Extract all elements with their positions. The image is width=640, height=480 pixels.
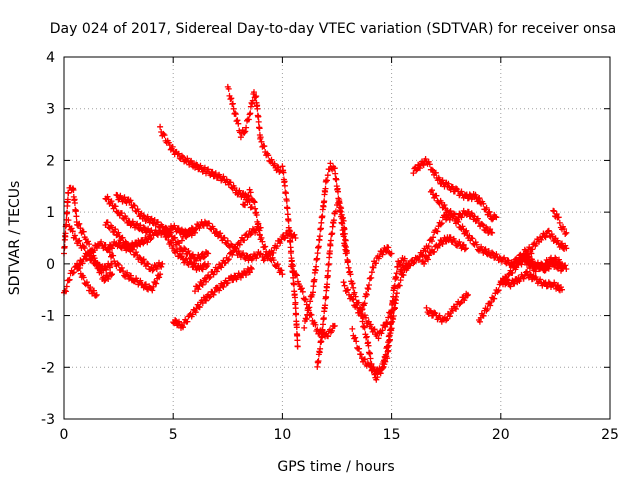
series-marks (104, 244, 164, 294)
x-tick-label: 20 (492, 427, 510, 443)
y-axis-label: SDTVAR / TECUs (7, 181, 23, 296)
series-marks (161, 228, 212, 273)
series-marks (510, 227, 570, 270)
series-marks (102, 219, 166, 274)
series-marks (113, 191, 212, 264)
y-tick-label: -3 (41, 412, 55, 428)
series-marks (550, 207, 570, 237)
series-marks (301, 160, 349, 331)
series-track-26 (427, 187, 496, 236)
data-points (61, 83, 570, 383)
chart-title: Day 024 of 2017, Sidereal Day-to-day VTE… (50, 21, 617, 37)
series-track-07 (104, 244, 164, 294)
tick-labels: 0 5 10 15 20 25 -3 -2 -1 0 1 2 3 4 (41, 50, 619, 443)
series-marks (340, 255, 408, 383)
y-tick-label: 4 (46, 50, 55, 66)
series-track-09 (157, 123, 255, 211)
y-tick-label: 1 (46, 205, 55, 221)
series-track-16 (259, 228, 299, 264)
series-marks (419, 234, 469, 267)
series-marks (410, 156, 500, 223)
series-track-27 (419, 234, 469, 267)
y-tick-label: -2 (41, 360, 55, 376)
y-tick-label: -1 (41, 309, 55, 325)
series-marks (102, 193, 198, 239)
x-tick-label: 0 (60, 427, 69, 443)
series-track-32 (524, 254, 570, 275)
y-tick-label: 2 (46, 153, 55, 169)
series-track-19 (301, 160, 349, 331)
series-marks (358, 244, 395, 319)
series-marks (170, 264, 255, 331)
y-tick-label: 0 (46, 257, 55, 273)
series-marks (259, 228, 299, 264)
series-track-30 (497, 268, 565, 294)
series-track-06 (102, 219, 166, 274)
series-marks (224, 83, 284, 175)
series-track-13 (192, 223, 264, 295)
series-track-08 (113, 191, 212, 264)
series-track-11 (170, 264, 255, 331)
x-tick-label: 25 (601, 427, 619, 443)
series-marks (349, 297, 399, 377)
series-track-14 (224, 83, 284, 175)
series-track-05 (102, 193, 198, 239)
series-track-28 (423, 290, 471, 325)
series-track-23 (358, 244, 395, 319)
series-marks (74, 260, 100, 299)
series-marks (192, 223, 264, 295)
series-marks (65, 217, 115, 274)
x-axis-label: GPS time / hours (277, 459, 394, 475)
plot-frame (63, 56, 611, 420)
series-track-04 (74, 260, 100, 299)
x-tick-label: 10 (273, 427, 291, 443)
x-tick-label: 15 (383, 427, 401, 443)
series-track-33 (550, 207, 570, 237)
series-marks (157, 123, 255, 211)
series-track-12 (178, 218, 264, 264)
series-track-21 (340, 255, 408, 383)
series-track-10 (161, 228, 212, 273)
series-marks (427, 187, 496, 236)
x-tick-label: 5 (169, 427, 178, 443)
y-tick-label: 3 (46, 102, 55, 118)
series-track-22 (349, 297, 399, 377)
series-marks (524, 254, 570, 275)
series-marks (423, 290, 471, 325)
series-track-03 (65, 217, 115, 274)
series-track-31 (510, 227, 570, 270)
series-track-20 (314, 198, 413, 370)
series-marks (178, 218, 264, 264)
series-track-25 (410, 156, 500, 223)
series-marks (497, 268, 565, 294)
series-marks (314, 198, 413, 370)
